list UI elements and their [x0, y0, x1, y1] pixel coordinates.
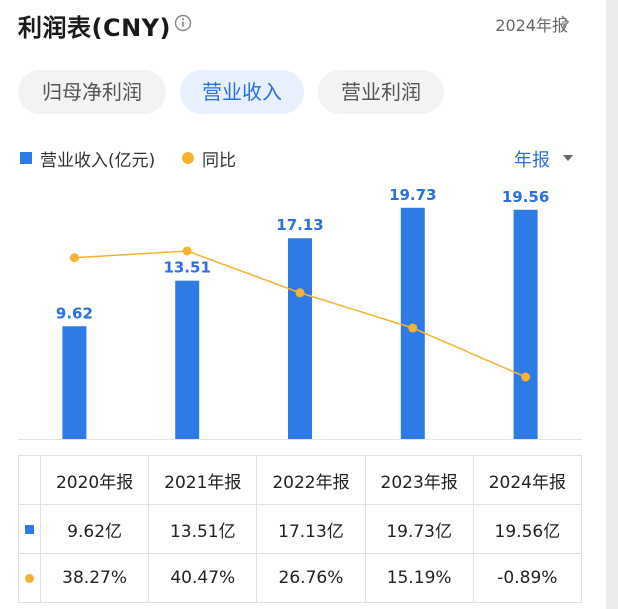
- chart-bar[interactable]: [400, 207, 425, 439]
- bar-marker-icon: [25, 525, 34, 534]
- tab-operating-profit[interactable]: 营业利润: [318, 70, 444, 114]
- yoy-point[interactable]: [295, 288, 305, 298]
- table-row-revenue: 9.62亿 13.51亿 17.13亿 19.73亿 19.56亿: [18, 504, 583, 554]
- table-corner: [18, 455, 41, 505]
- table-cell: -0.89%: [472, 553, 583, 603]
- table-header: 2021年报: [148, 455, 258, 505]
- table-header: 2024年报: [472, 455, 583, 505]
- bar-value-label: 9.62: [56, 304, 93, 322]
- scroll-gutter: [606, 0, 618, 609]
- caret-down-icon[interactable]: [562, 152, 574, 164]
- table-cell: 9.62亿: [39, 504, 150, 554]
- table-cell: 15.19%: [364, 553, 474, 603]
- chart-bar[interactable]: [288, 238, 312, 439]
- table-row-yoy: 38.27% 40.47% 26.76% 15.19% -0.89%: [18, 553, 583, 603]
- yoy-point[interactable]: [69, 253, 79, 263]
- row-marker-line: [18, 553, 41, 603]
- table-cell: 19.56亿: [472, 504, 583, 554]
- legend-line-label: 同比: [202, 151, 236, 171]
- legend-line-swatch: [182, 152, 194, 164]
- yoy-point[interactable]: [521, 372, 531, 382]
- table-header: 2020年报: [39, 455, 150, 505]
- bar-value-label: 19.56: [502, 188, 549, 206]
- yoy-point[interactable]: [408, 323, 418, 333]
- legend-bar-label: 营业收入(亿元): [40, 151, 156, 171]
- tab-revenue[interactable]: 营业收入: [180, 70, 304, 114]
- period-link-label: 2024年报: [495, 16, 568, 35]
- info-icon[interactable]: [174, 14, 192, 32]
- chart-bar[interactable]: [513, 209, 538, 439]
- chevron-right-icon[interactable]: [560, 13, 570, 31]
- data-table: 2020年报 2021年报 2022年报 2023年报 2024年报 9.62亿…: [18, 455, 583, 603]
- table-cell: 38.27%: [39, 553, 150, 603]
- row-marker-bar: [18, 504, 41, 554]
- table-cell: 17.13亿: [256, 504, 366, 554]
- table-cell: 13.51亿: [148, 504, 258, 554]
- table-cell: 19.73亿: [364, 504, 474, 554]
- page-title: 利润表(CNY): [18, 14, 172, 42]
- revenue-chart: 9.62 13.51 17.13 19.73 19.56: [18, 186, 582, 440]
- header: 利润表(CNY) 2024年报: [0, 0, 600, 48]
- table-header: 2023年报: [364, 455, 474, 505]
- period-select[interactable]: 年报: [514, 150, 550, 171]
- bar-value-label: 17.13: [276, 216, 323, 234]
- table-header: 2022年报: [256, 455, 366, 505]
- dot-marker-icon: [25, 574, 34, 583]
- table-cell: 40.47%: [148, 553, 258, 603]
- yoy-point[interactable]: [182, 246, 192, 256]
- tab-net-profit[interactable]: 归母净利润: [18, 70, 166, 114]
- chart-bar[interactable]: [62, 326, 87, 439]
- table-cell: 26.76%: [256, 553, 366, 603]
- bar-value-label: 19.73: [389, 186, 436, 204]
- legend-bar-swatch: [20, 152, 32, 164]
- table-header-row: 2020年报 2021年报 2022年报 2023年报 2024年报: [18, 455, 583, 505]
- period-link[interactable]: 2024年报: [495, 12, 568, 36]
- chart-bar[interactable]: [175, 280, 200, 439]
- bar-value-label: 13.51: [163, 259, 210, 277]
